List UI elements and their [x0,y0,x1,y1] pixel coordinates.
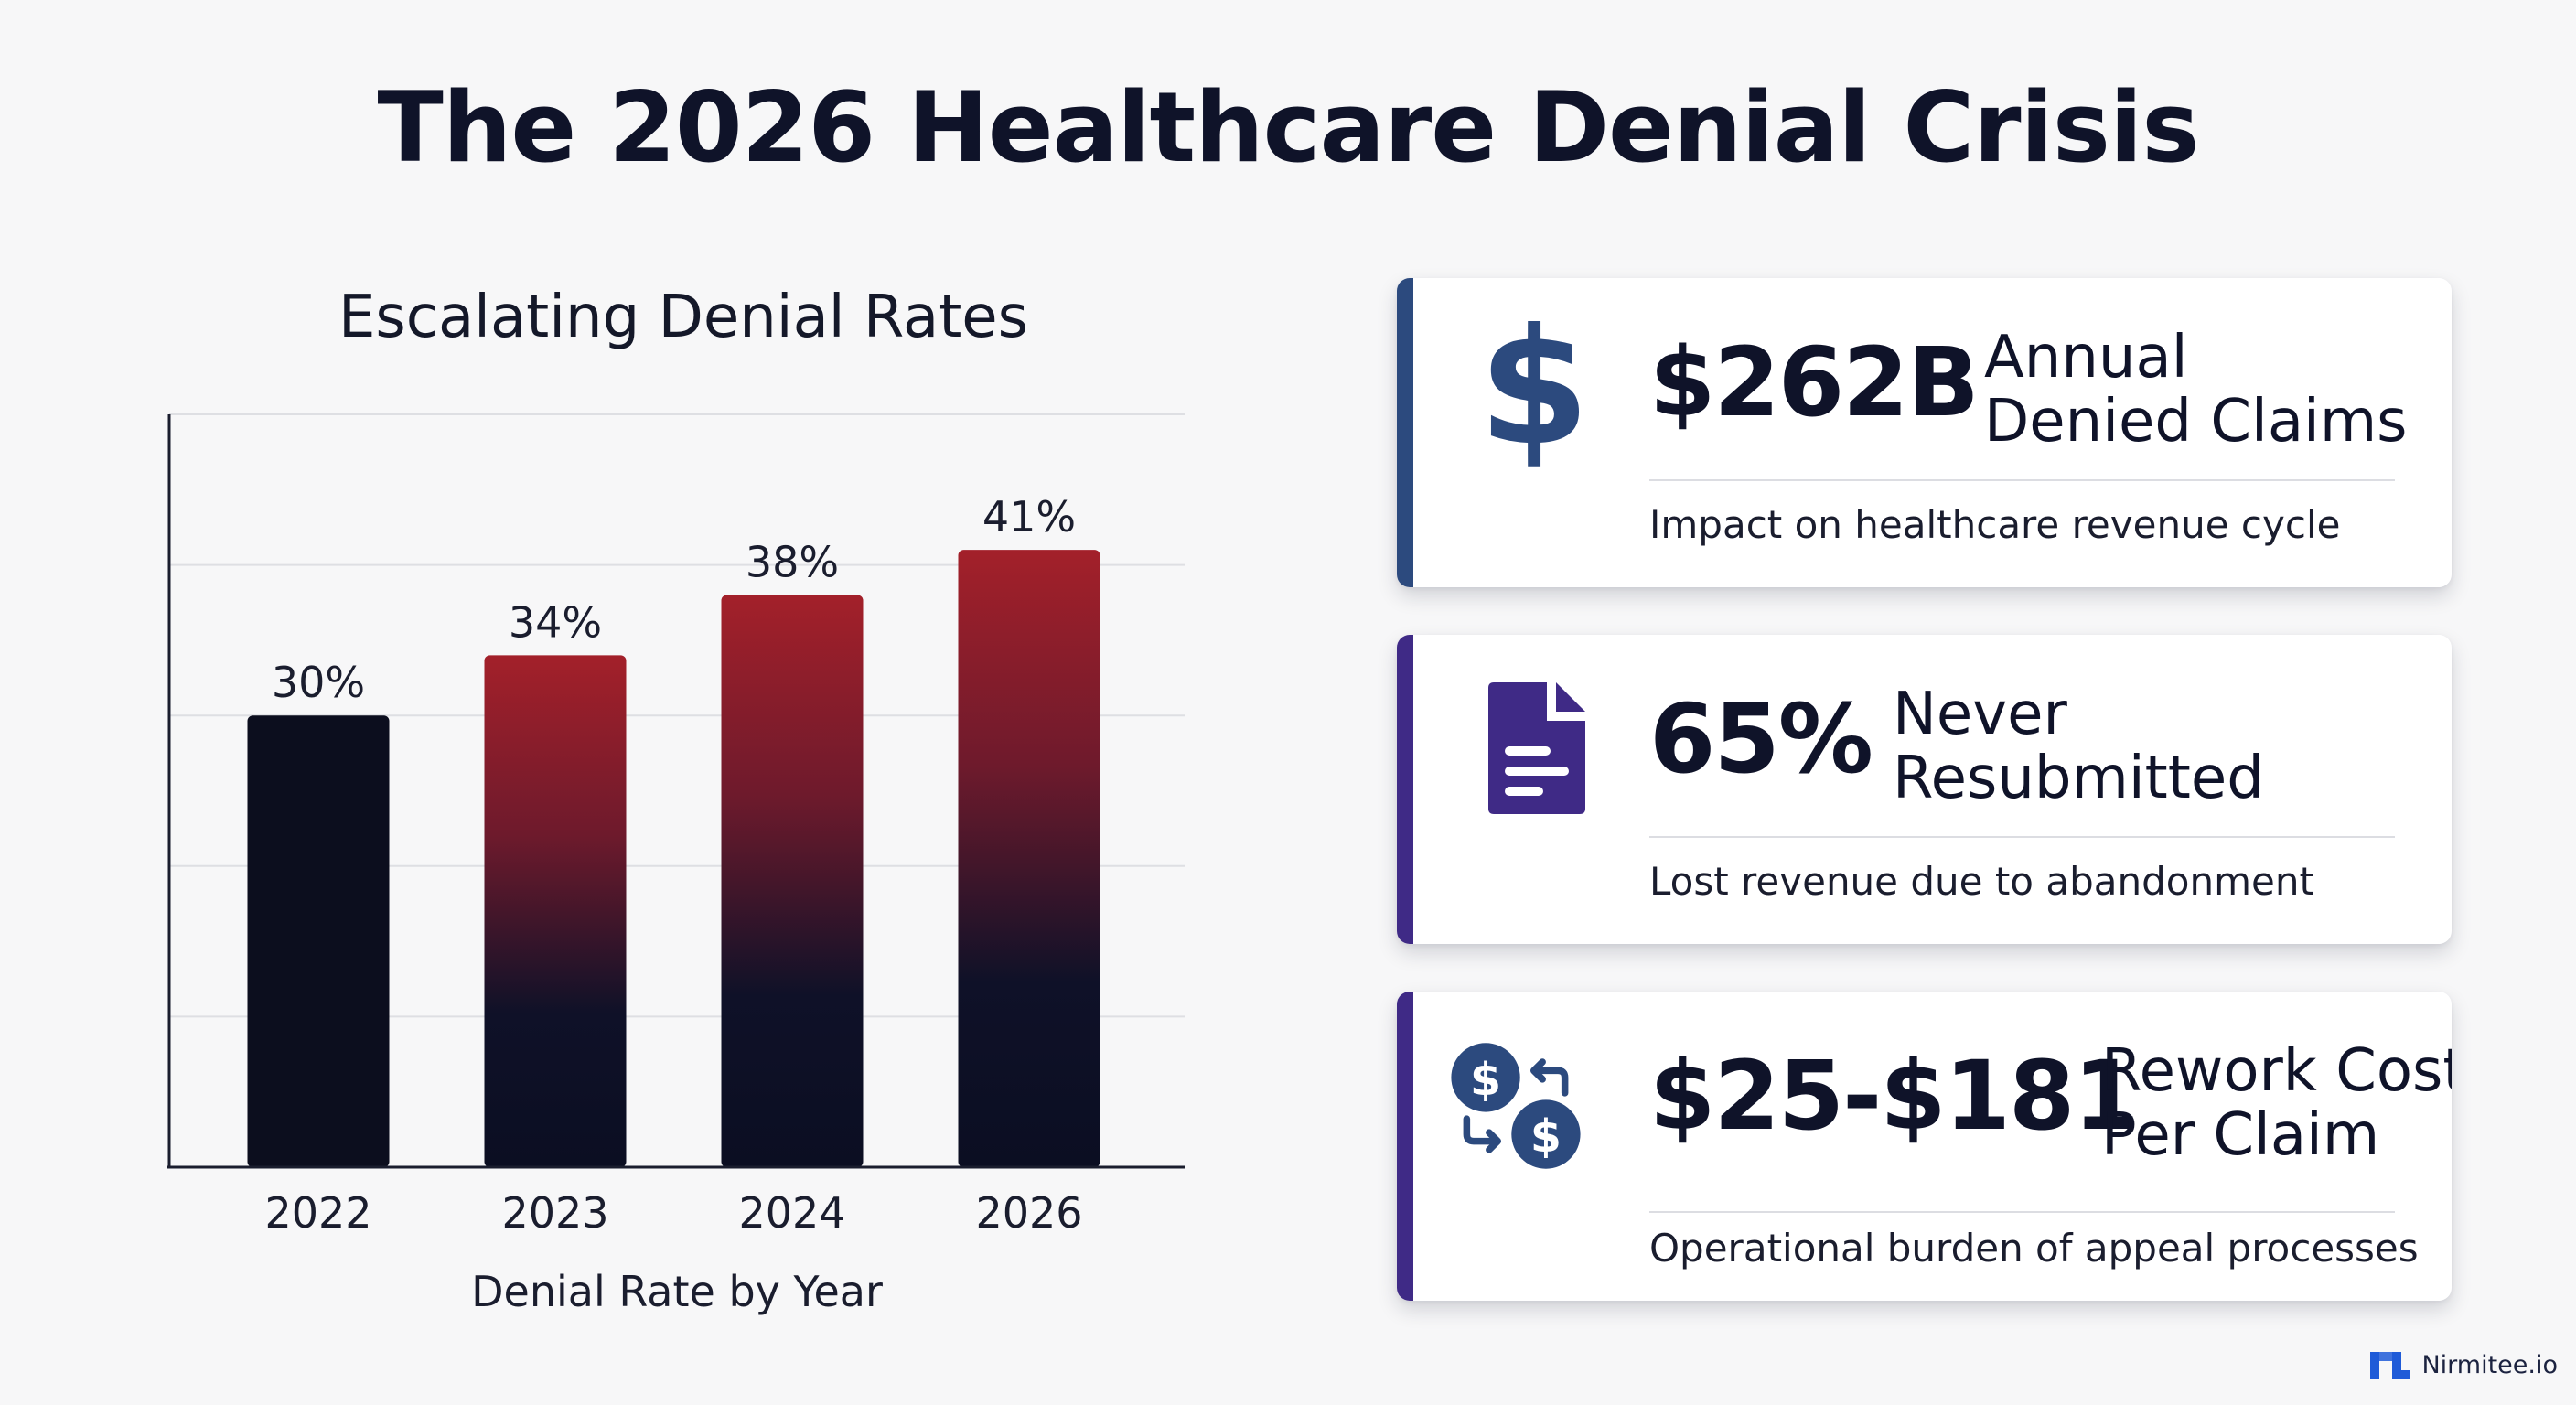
nirmitee-logo-icon [2370,1352,2411,1379]
bar-2022 [247,715,390,1167]
stat-value: 65% [1649,683,1873,795]
x-axis-label: Denial Rate by Year [471,1267,883,1316]
stat-label-line1: Never [1893,681,2067,748]
brand-name: Nirmitee.io [2421,1350,2558,1379]
brand-logo[interactable]: Nirmitee.io [2368,1348,2558,1381]
bar-2026 [958,550,1100,1167]
stat-card-rework-cost: $ $ $25-$181 Rework Cost Per Claim Opera… [1397,992,2452,1301]
stat-label: Rework Cost Per Claim [2101,1039,2452,1167]
stat-label-line2: Resubmitted [1893,745,2264,812]
stat-value: $25-$181 [1649,1040,2140,1152]
chart-data-labels: 30% 34% 38% 41% [272,492,1076,707]
svg-text:$: $ [1530,1110,1562,1163]
stat-description: Impact on healthcare revenue cycle [1649,502,2341,547]
data-label-2024: 38% [746,538,839,587]
bar-2024 [721,595,864,1167]
chart-x-ticks: 2022 2023 2024 2026 [264,1188,1082,1238]
data-label-2023: 34% [509,597,602,647]
page-title: The 2026 Healthcare Denial Crisis [377,71,2200,184]
card-accent-bar [1397,992,1413,1301]
x-tick-label-2023: 2023 [501,1188,608,1238]
stat-card-never-resubmitted: 65% Never Resubmitted Lost revenue due t… [1397,635,2452,944]
x-tick-label-2026: 2026 [975,1188,1082,1238]
denial-rate-bar-chart: Escalating Denial Rates 30% 34% 38% 41% 202… [167,284,1185,1316]
x-tick-label-2024: 2024 [738,1188,845,1238]
stat-label: Annual Denied Claims [1984,326,2408,454]
stat-description: Lost revenue due to abandonment [1649,859,2314,904]
stat-label: Never Resubmitted [1893,682,2264,810]
stat-card-denied-claims: $ $262B Annual Denied Claims Impact on h… [1397,278,2452,587]
document-icon [1461,671,1607,827]
stat-label-line1: Annual [1984,324,2188,391]
stat-label-line2: Per Claim [2101,1101,2380,1169]
card-divider [1649,479,2395,481]
card-divider [1649,1211,2395,1213]
chart-bars [247,550,1100,1167]
chart-title: Escalating Denial Rates [338,284,1028,351]
stat-description: Operational burden of appeal processes [1649,1226,2419,1271]
stat-label-line1: Rework Cost [2101,1037,2452,1105]
x-tick-label-2022: 2022 [264,1188,371,1238]
data-label-2022: 30% [272,658,365,707]
card-accent-bar [1397,635,1413,944]
stat-label-line2: Denied Claims [1984,388,2408,456]
data-label-2026: 41% [982,492,1076,542]
svg-text:$: $ [1479,315,1589,470]
stat-value: $262B [1649,327,1980,438]
svg-text:$: $ [1470,1054,1501,1106]
dollar-exchange-icon: $ $ [1443,1028,1589,1184]
dollar-sign-icon: $ [1461,315,1607,470]
bar-2023 [484,655,627,1167]
card-accent-bar [1397,278,1413,587]
card-divider [1649,836,2395,838]
